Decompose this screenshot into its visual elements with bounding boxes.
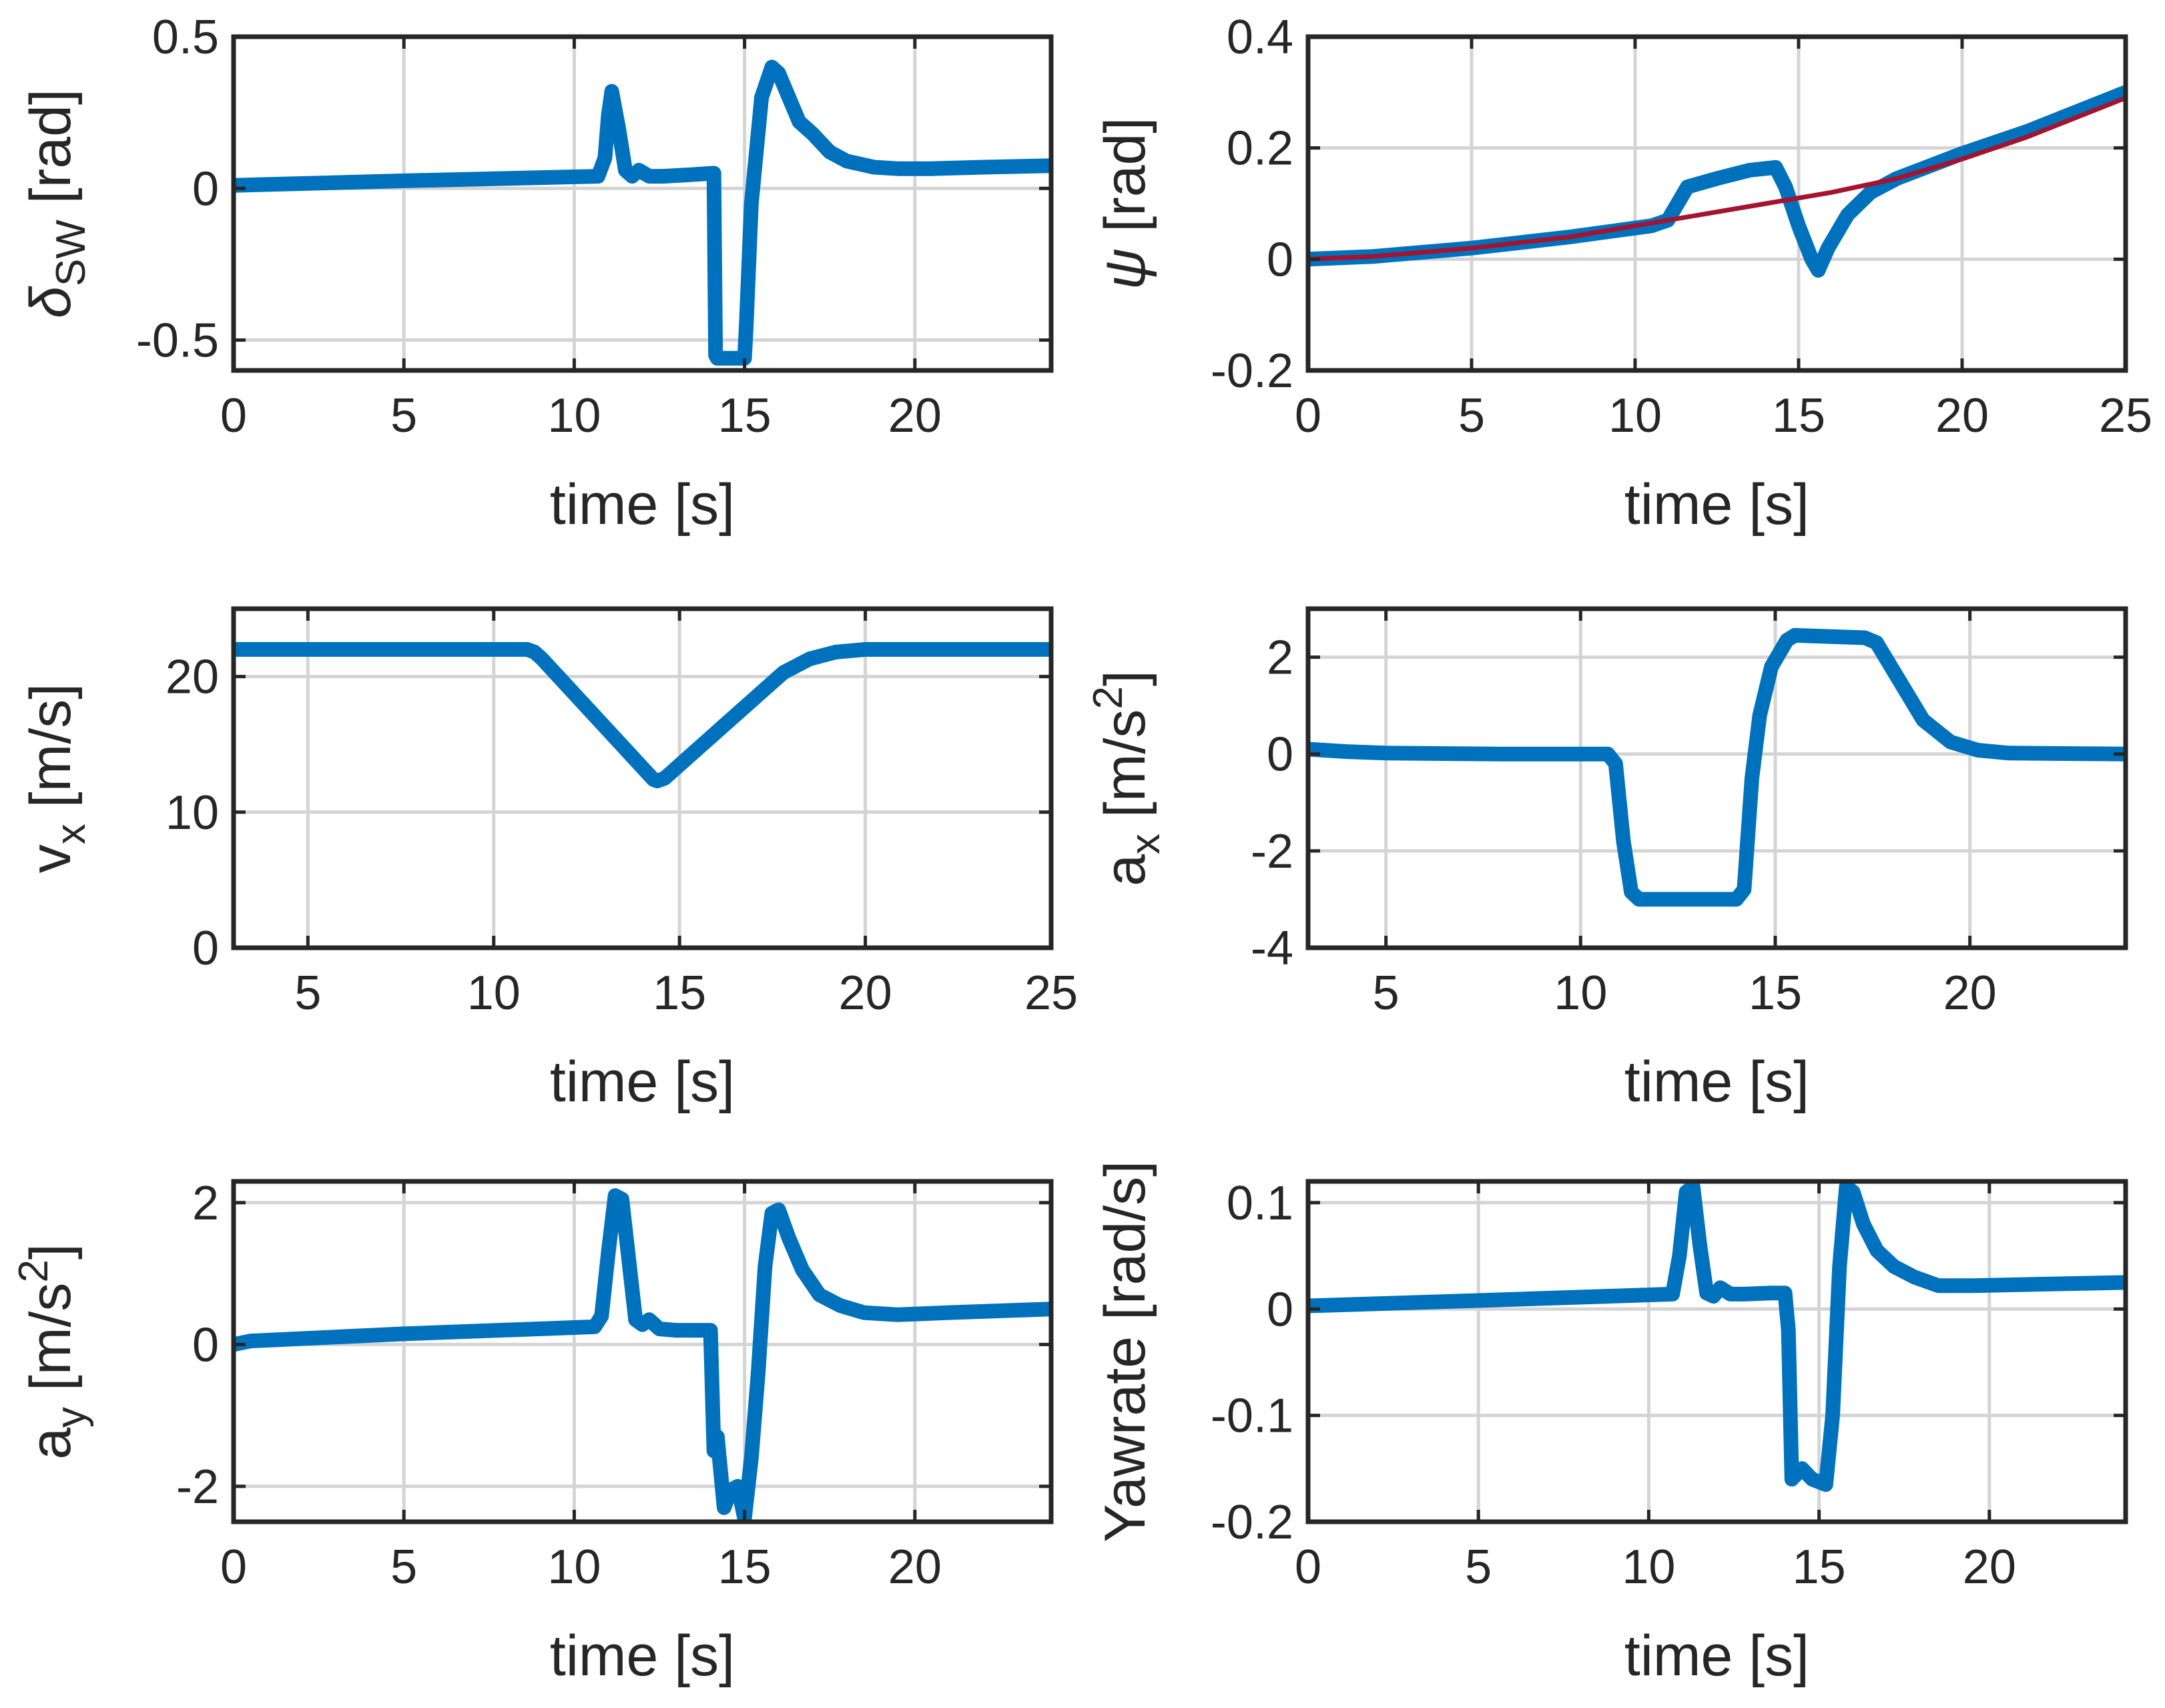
y-tick-label: 0.1 — [1227, 1177, 1293, 1230]
x-tick-label: 0 — [220, 1540, 247, 1594]
axes-frame — [1305, 34, 2128, 373]
x-tick-label: 10 — [467, 966, 521, 1020]
axes-frame — [231, 34, 1054, 373]
y-tick-label: 0.4 — [1227, 11, 1293, 64]
x-tick-label: 5 — [294, 966, 321, 1020]
y-tick-label: 10 — [166, 786, 219, 840]
y-tick-label: 0 — [192, 162, 219, 216]
x-tick-label: 10 — [1608, 389, 1662, 443]
panel-yaw-rate: 0 5 10 15 20 -0.2 -0.1 0 0.1 time [s] Yawrate [rad… — [1093, 1161, 2128, 1688]
axes-frame — [231, 1179, 1054, 1524]
y-tick-label: 0.5 — [152, 11, 219, 64]
y-axis-label: ψ [rad] — [1093, 117, 1157, 290]
x-tick-label: 15 — [1749, 966, 1802, 1020]
y-tick-label: -0.2 — [1211, 344, 1293, 398]
x-tick-label: 20 — [1943, 966, 1997, 1020]
y-axis-label: vx [m/s] — [19, 683, 94, 873]
series-line-yaw-rate — [1308, 1181, 2126, 1492]
x-axis-label: time [s] — [550, 1624, 735, 1688]
x-tick-label: 20 — [1935, 389, 1989, 443]
x-tick-label: 20 — [888, 1540, 942, 1594]
y-tick-label: -0.2 — [1211, 1496, 1293, 1549]
x-tick-label: 25 — [1024, 966, 1078, 1020]
x-tick-label: 10 — [1622, 1540, 1675, 1594]
y-tick-label: -2 — [176, 1460, 219, 1514]
y-tick-label: 0 — [1267, 728, 1293, 782]
panel-long-accel: 5 10 15 20 -4 -2 0 2 time [s] ax [m/s2] — [1085, 606, 2128, 1114]
x-tick-label: 0 — [1295, 389, 1321, 443]
x-tick-label: 0 — [1295, 1540, 1321, 1594]
y-tick-label: 0.2 — [1227, 122, 1293, 176]
panel-long-velocity: 5 10 15 20 25 0 10 20 time [s] vx [m/s] — [19, 606, 1078, 1114]
y-axis-label: δSW [rad] — [19, 89, 94, 318]
series-line-yaw-angle — [1308, 85, 2126, 278]
y-axis-label: ax [m/s2] — [1085, 670, 1169, 886]
series-line-longitudinal-acceleration — [1308, 627, 2126, 907]
x-tick-label: 20 — [839, 966, 892, 1020]
series-line-lateral-acceleration — [234, 1188, 1051, 1522]
x-axis-label: time [s] — [1624, 1050, 1809, 1114]
y-tick-label: 0 — [192, 922, 219, 975]
x-tick-label: 10 — [547, 389, 601, 443]
x-axis-label: time [s] — [1624, 473, 1809, 537]
x-tick-label: 20 — [888, 389, 942, 443]
x-tick-label: 15 — [1793, 1540, 1846, 1594]
y-tick-label: 0 — [1267, 233, 1293, 286]
x-tick-label: 15 — [653, 966, 706, 1020]
x-tick-label: 10 — [547, 1540, 601, 1594]
axes-frame — [231, 606, 1054, 950]
x-tick-label: 15 — [1772, 389, 1825, 443]
y-tick-label: 0 — [1267, 1283, 1293, 1336]
series-line-reference-yaw-angle — [1308, 95, 2126, 262]
x-tick-label: 20 — [1963, 1540, 2016, 1594]
x-axis-label: time [s] — [1624, 1624, 1809, 1688]
x-axis-label: time [s] — [550, 1050, 735, 1114]
x-tick-label: 15 — [718, 1540, 771, 1594]
axes-frame — [1305, 1179, 2128, 1524]
x-tick-label: 25 — [2099, 389, 2152, 443]
y-tick-label: -0.5 — [136, 314, 219, 368]
series-line-velocity — [234, 642, 1051, 789]
y-tick-label: 2 — [1267, 631, 1293, 685]
y-tick-label: 0 — [192, 1318, 219, 1372]
x-tick-label: 10 — [1554, 966, 1607, 1020]
y-axis-label: Yawrate [rad/s] — [1093, 1161, 1157, 1542]
x-tick-label: 5 — [1465, 1540, 1492, 1594]
x-tick-label: 0 — [220, 389, 247, 443]
y-tick-label: 2 — [192, 1177, 219, 1230]
y-tick-label: -2 — [1251, 825, 1293, 878]
x-tick-label: 5 — [1458, 389, 1485, 443]
y-axis-label: ay [m/s2] — [11, 1243, 94, 1460]
x-axis-label: time [s] — [550, 473, 735, 537]
x-tick-label: 5 — [390, 389, 417, 443]
y-tick-label: 20 — [166, 651, 219, 704]
series-line-steering-angle — [234, 59, 1051, 366]
axes-frame — [1305, 606, 2128, 950]
y-tick-label: -4 — [1251, 922, 1293, 975]
y-tick-label: -0.1 — [1211, 1390, 1293, 1443]
x-tick-label: 15 — [718, 389, 771, 443]
x-tick-label: 5 — [390, 1540, 417, 1594]
x-tick-label: 5 — [1373, 966, 1400, 1020]
